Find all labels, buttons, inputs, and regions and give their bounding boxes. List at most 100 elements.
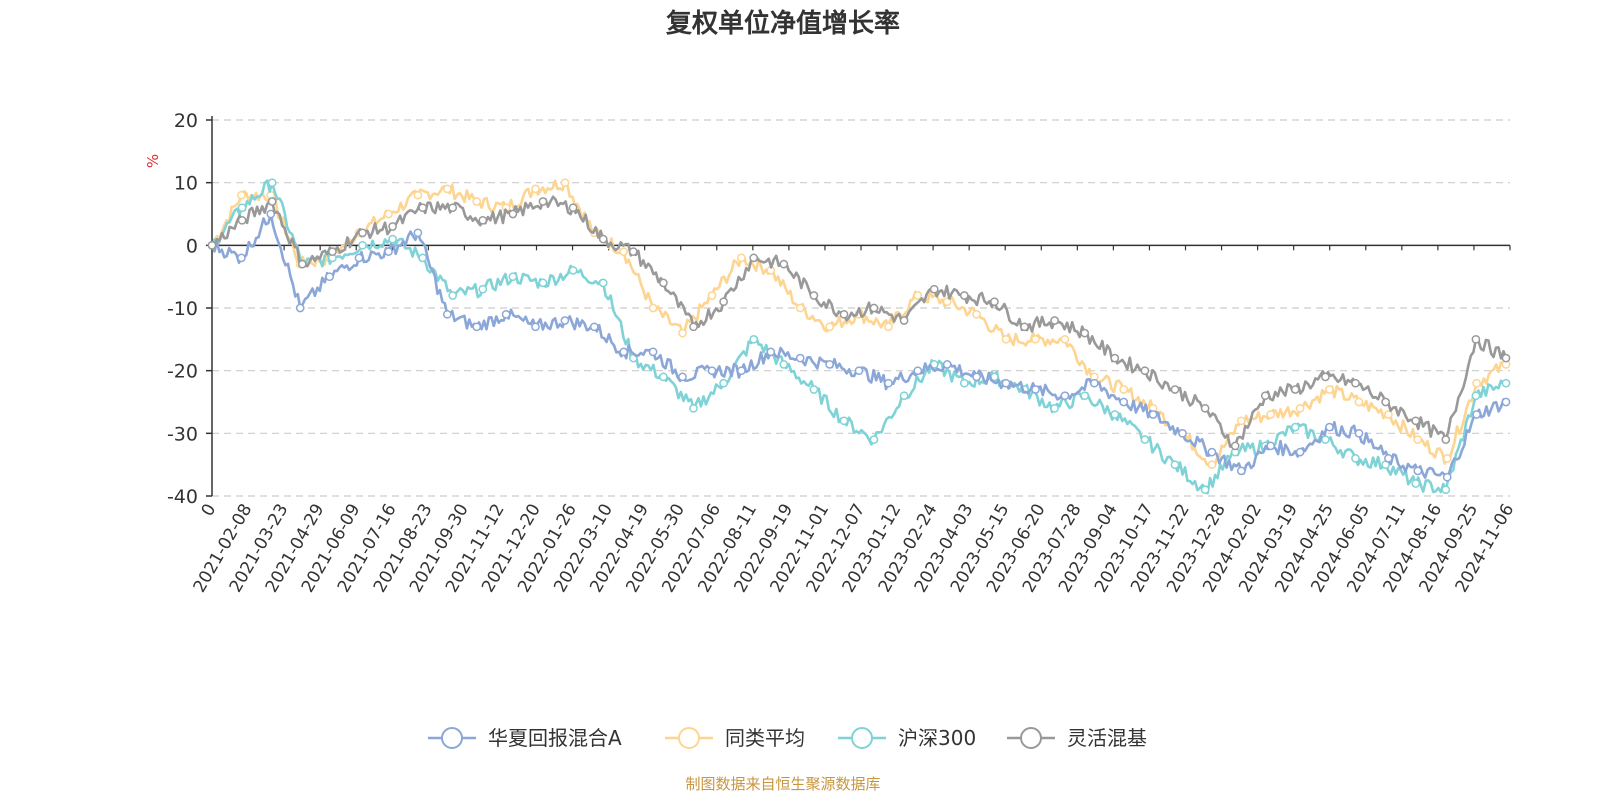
data-point <box>237 190 246 200</box>
data-point <box>1442 454 1452 463</box>
data-point <box>1472 378 1481 388</box>
legend-item[interactable]: 同类平均 <box>665 726 805 750</box>
data-point <box>1295 447 1305 457</box>
legend-marker-icon <box>851 727 873 749</box>
data-point <box>1236 416 1246 426</box>
data-point <box>689 403 698 413</box>
data-point <box>418 203 428 213</box>
legend-item[interactable]: 沪深300 <box>838 726 976 750</box>
data-point <box>560 316 570 325</box>
data-point <box>1060 334 1070 344</box>
data-point <box>1471 391 1481 401</box>
data-point <box>568 203 578 213</box>
data-point <box>1178 428 1187 438</box>
data-point <box>1001 378 1011 388</box>
data-point <box>538 197 548 206</box>
data-point <box>538 278 548 288</box>
data-point <box>1472 410 1481 419</box>
data-point <box>1413 466 1423 476</box>
data-point <box>1501 378 1511 388</box>
data-point <box>1170 385 1180 394</box>
data-point <box>1080 391 1090 401</box>
data-point <box>1031 385 1040 394</box>
data-point <box>1266 441 1276 451</box>
data-point <box>869 435 879 444</box>
data-point <box>1351 378 1360 388</box>
legend-marker-icon <box>441 727 463 749</box>
data-point <box>1140 435 1150 444</box>
data-point <box>1148 410 1158 419</box>
data-point <box>207 240 217 250</box>
data-point <box>508 272 518 282</box>
data-point <box>472 197 482 206</box>
data-point <box>707 291 717 300</box>
data-point <box>659 278 668 288</box>
legend-marker-icon <box>1020 727 1042 749</box>
data-point <box>678 372 687 382</box>
data-point <box>297 259 307 269</box>
data-point <box>1354 428 1364 438</box>
y-tick-label: 20 <box>174 110 198 132</box>
data-point <box>719 378 728 388</box>
data-point <box>1384 410 1393 419</box>
data-point <box>990 297 999 307</box>
legend-item[interactable]: 灵活混基 <box>1007 726 1147 750</box>
data-point <box>531 184 540 194</box>
data-point <box>1381 397 1390 407</box>
data-point <box>1501 397 1511 407</box>
data-point <box>779 259 789 269</box>
data-point <box>959 378 969 388</box>
series-line-3 <box>211 195 1508 449</box>
data-point <box>442 184 452 194</box>
data-point <box>689 322 698 332</box>
data-point <box>972 372 981 382</box>
data-point <box>1089 378 1099 388</box>
data-point <box>1351 454 1360 463</box>
data-point <box>1441 485 1451 495</box>
data-point <box>854 366 864 376</box>
data-point <box>267 178 277 188</box>
data-point <box>237 203 247 213</box>
data-point <box>1060 391 1070 401</box>
data-point <box>825 360 834 369</box>
data-point <box>1295 403 1305 413</box>
data-point <box>1200 403 1210 413</box>
data-point <box>779 360 789 369</box>
data-point <box>1207 447 1217 457</box>
data-point <box>1354 397 1364 407</box>
data-point <box>413 190 423 200</box>
data-point <box>237 253 246 263</box>
data-point <box>1321 372 1330 382</box>
y-tick-label: -40 <box>167 486 198 508</box>
data-point <box>1110 410 1120 419</box>
data-point <box>749 253 759 263</box>
legend-label: 沪深300 <box>898 726 976 750</box>
data-point <box>1050 403 1059 413</box>
data-point <box>1260 391 1270 401</box>
legend: 华夏回报混合A 同类平均 沪深300 灵活混基 <box>428 726 1147 750</box>
data-point <box>358 240 367 250</box>
data-point <box>795 353 805 363</box>
data-point <box>659 372 668 382</box>
data-point <box>1413 435 1423 444</box>
y-tick-label: 0 <box>186 235 198 257</box>
data-point <box>1119 385 1129 394</box>
data-point <box>418 253 428 263</box>
data-point <box>472 322 482 332</box>
data-point <box>825 322 834 332</box>
data-point <box>1200 485 1210 495</box>
data-point <box>501 309 511 319</box>
data-point <box>959 291 969 300</box>
data-point <box>384 247 393 256</box>
data-point <box>1321 435 1330 444</box>
data-point <box>929 284 939 294</box>
y-tick-label: -20 <box>167 361 198 383</box>
data-point <box>1031 334 1040 344</box>
data-point <box>766 347 776 357</box>
y-tick-label: -30 <box>167 423 198 445</box>
data-point <box>448 203 458 213</box>
data-point <box>354 253 364 263</box>
data-point <box>1080 328 1090 338</box>
data-point <box>972 309 981 319</box>
legend-item[interactable]: 华夏回报混合A <box>428 726 622 750</box>
